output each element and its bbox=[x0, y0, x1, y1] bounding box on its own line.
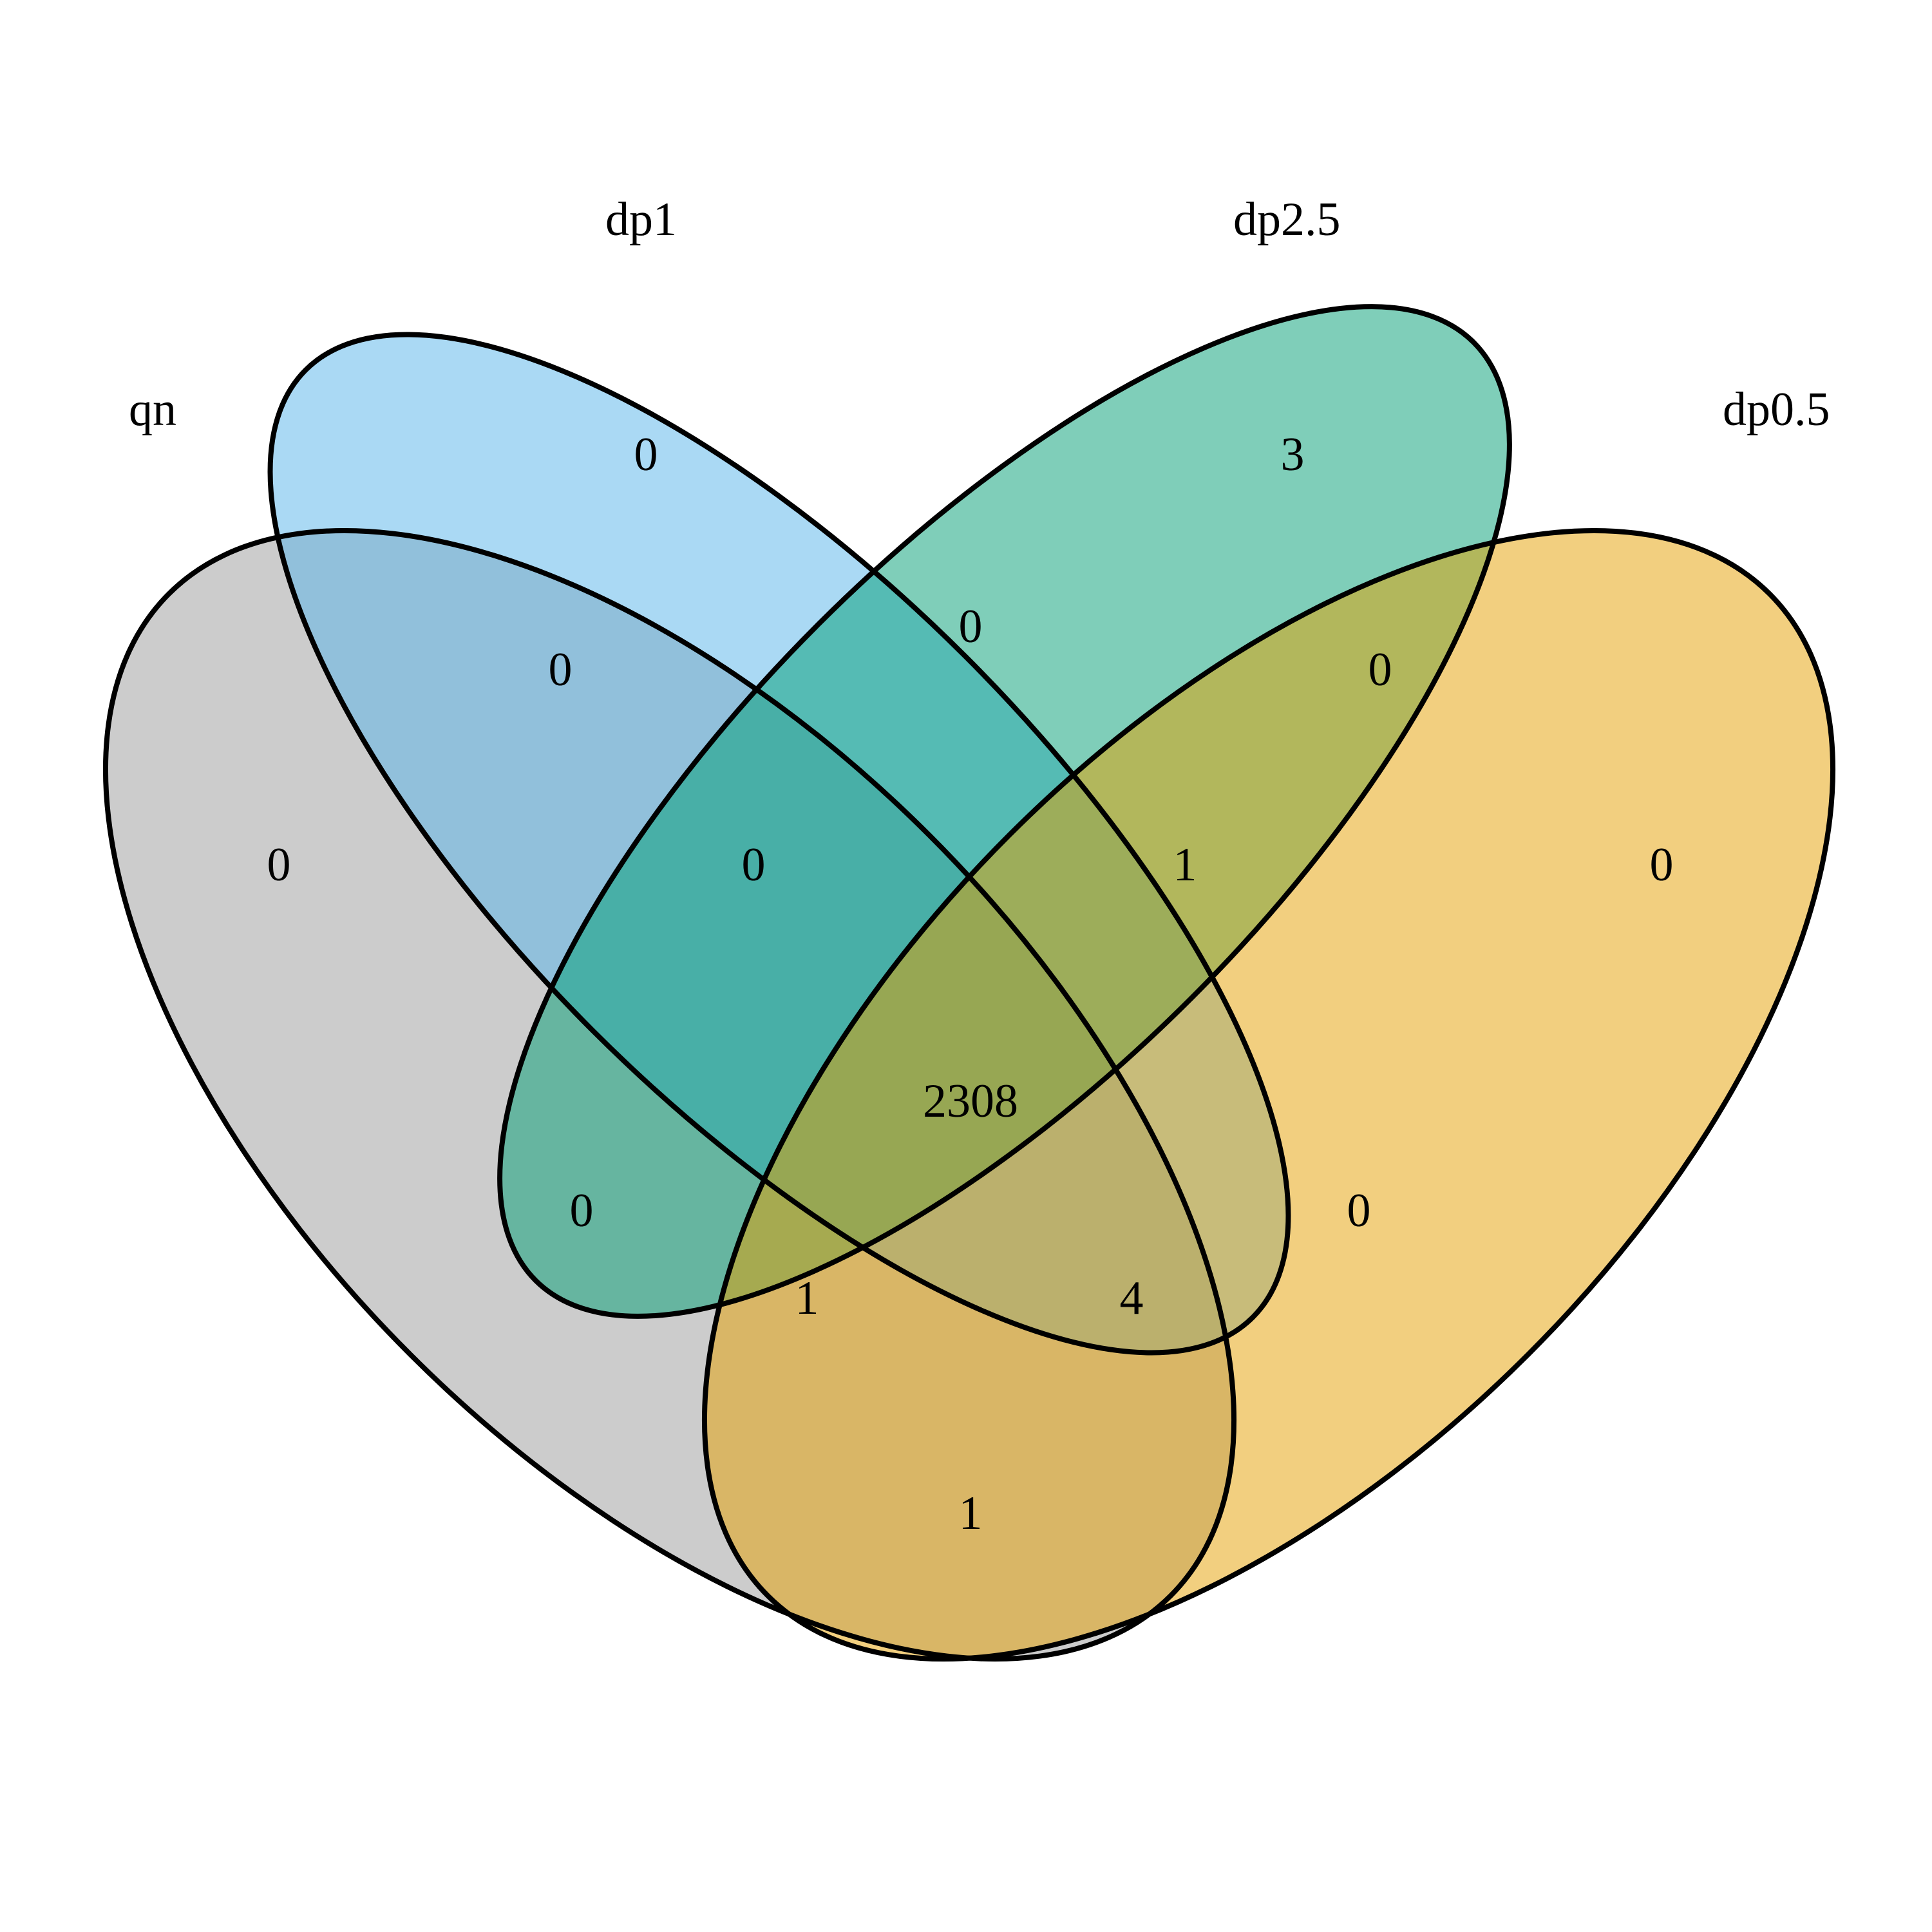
count-dp2-5-only: 3 bbox=[1281, 428, 1305, 481]
set-dp1-outline bbox=[267, 332, 1291, 1356]
count-qn-dp1: 0 bbox=[549, 643, 573, 696]
set-qn-outline bbox=[102, 527, 1237, 1662]
set-dp0-5-outline bbox=[701, 527, 1836, 1662]
count-dp2-5-dp0-5: 0 bbox=[1368, 643, 1392, 696]
count-qn-dp1-dp0-5: 4 bbox=[1120, 1272, 1144, 1325]
count-qn-only: 0 bbox=[267, 838, 291, 891]
count-dp0-5-only: 0 bbox=[1650, 838, 1674, 891]
set-label-dp2-5: dp2.5 bbox=[1233, 193, 1341, 246]
count-dp1-dp0-5: 0 bbox=[1347, 1184, 1371, 1237]
count-dp1-only: 0 bbox=[634, 428, 658, 481]
set-dp2-5-ellipse bbox=[500, 307, 1510, 1316]
count-qn-dp2-5-dp0-5: 1 bbox=[795, 1272, 819, 1325]
count-all-four: 2308 bbox=[923, 1075, 1018, 1128]
count-qn-dp0-5: 1 bbox=[959, 1487, 983, 1540]
count-qn-dp2-5: 0 bbox=[570, 1184, 594, 1237]
region-counts: 0 3 0 0 0 0 0 1 0 2308 0 0 1 4 1 bbox=[267, 428, 1674, 1540]
set-dp2-5-outline bbox=[497, 304, 1512, 1319]
set-label-dp1: dp1 bbox=[605, 193, 677, 246]
set-outlines bbox=[102, 304, 1836, 1662]
count-dp1-dp2-5: 0 bbox=[959, 600, 983, 653]
set-fills bbox=[105, 307, 1833, 1660]
set-dp0-5-ellipse bbox=[704, 530, 1833, 1660]
set-label-qn: qn bbox=[129, 383, 176, 436]
count-qn-dp1-dp2-5: 0 bbox=[742, 838, 766, 891]
count-dp1-dp2-5-dp0-5: 1 bbox=[1173, 838, 1197, 891]
set-label-dp0-5: dp0.5 bbox=[1723, 383, 1830, 436]
set-labels: qn dp1 dp2.5 dp0.5 bbox=[129, 193, 1830, 436]
